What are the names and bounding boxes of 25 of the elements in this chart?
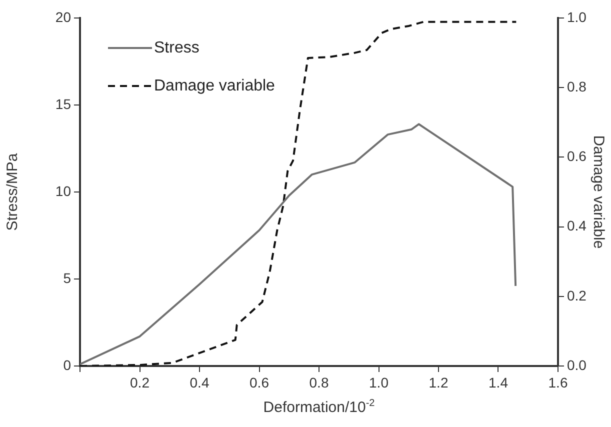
y-tick-label: 5 <box>63 270 72 286</box>
y-tick-label: 10 <box>55 182 72 199</box>
y-tick-label: 0 <box>63 356 72 373</box>
x-tick-label: 0.6 <box>250 374 270 390</box>
x-tick-label: 0.8 <box>309 374 329 390</box>
legend-label: Damage variable <box>154 77 276 94</box>
y2-tick-label: 1.0 <box>567 8 587 25</box>
y2-tick-label: 0.0 <box>567 356 587 373</box>
x-axis-title: Deformation/10$^{-2}$ <box>262 398 376 416</box>
x-tick-label: 1.6 <box>548 374 568 390</box>
y-tick-label: 15 <box>55 96 72 112</box>
y2-tick-label: 0.8 <box>567 78 587 94</box>
y2-tick-label: 0.6 <box>567 148 587 164</box>
y2-tick-label: 0.4 <box>567 218 587 234</box>
y2-axis-title: Damage variable <box>590 135 607 249</box>
x-tick-label: 0.2 <box>130 374 150 390</box>
y-axis-title: Stress/MPa <box>4 152 22 231</box>
x-tick-label: 1.4 <box>488 374 508 390</box>
line-series <box>80 20 518 366</box>
y-tick-label: 20 <box>55 8 72 25</box>
x-tick-label: 1.2 <box>428 374 448 390</box>
x-tick-label: 1.0 <box>369 374 389 390</box>
legend-label: Stress <box>154 39 200 56</box>
y2-tick-label: 0.2 <box>567 287 587 304</box>
x-tick-label: 0.4 <box>190 374 210 390</box>
